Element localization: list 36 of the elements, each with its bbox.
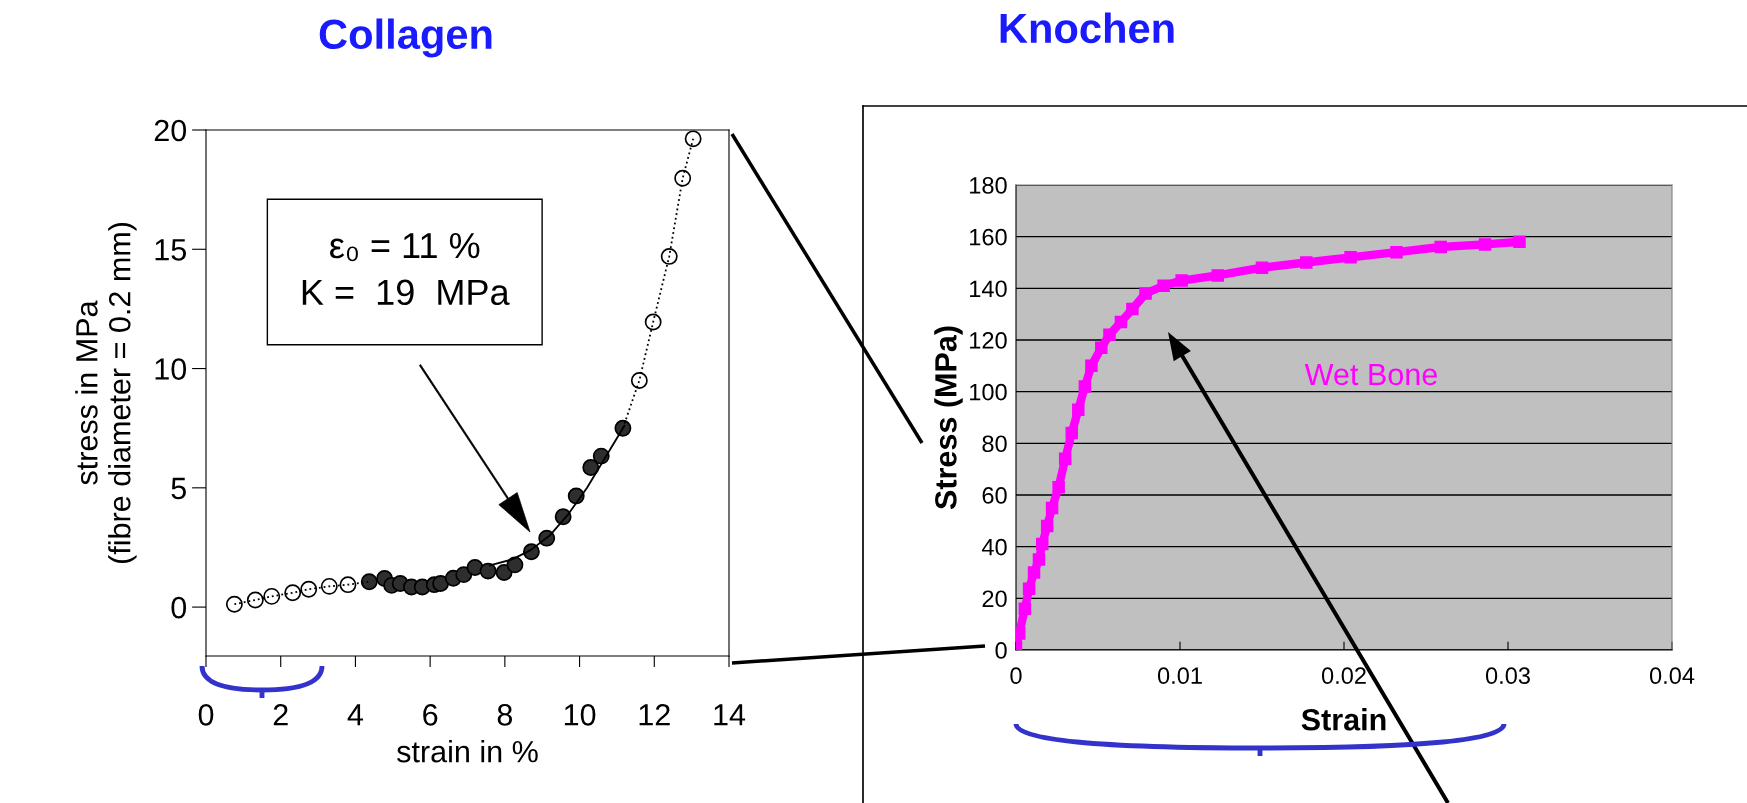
chart-title: Knochen (1000, 12, 1174, 44)
y-axis-title: stress in MPa (fibre diameter = 0.2 mm) (75, 222, 137, 564)
x-tick-label: 0.03 (1485, 667, 1530, 685)
x-tick-label: 14 (714, 704, 746, 726)
y-tick-label: 0 (171, 596, 187, 619)
y-axis-title: Stress (MPa) (934, 326, 963, 510)
y-tick-label: 100 (970, 383, 1007, 401)
x-tick-label: 0 (198, 704, 214, 726)
x-tick-label: 8 (497, 704, 513, 726)
annotation: ε₀ = 11 % K = 19 MPa (302, 232, 510, 306)
x-tick-label: 6 (423, 704, 438, 726)
y-tick-label: 140 (970, 280, 1007, 298)
x-tick-label: 0 (1010, 667, 1022, 685)
y-tick-label: 20 (154, 119, 187, 142)
x-axis-title: Strain (1301, 708, 1386, 731)
y-tick-label: 10 (155, 358, 187, 380)
x-tick-label: 10 (564, 704, 596, 726)
y-tick-label: 60 (982, 487, 1007, 504)
x-tick-label: 2 (273, 704, 288, 726)
x-tick-label: 0.01 (1157, 667, 1202, 685)
chart-title: Collagen (319, 18, 492, 58)
y-tick-label: 80 (982, 435, 1007, 453)
x-tick-label: 4 (347, 704, 364, 726)
y-tick-label: 20 (982, 590, 1007, 608)
y-tick-label: 40 (981, 538, 1007, 556)
text: Wet Bone (1304, 363, 1437, 386)
y-tick-label: 15 (155, 239, 186, 261)
y-tick-label: 180 (970, 177, 1007, 194)
x-tick-label: 0.02 (1321, 667, 1366, 685)
x-axis-title: strain in % (397, 740, 538, 763)
y-tick-label: 160 (970, 228, 1007, 246)
y-tick-label: 120 (970, 332, 1007, 349)
x-tick-label: 0.04 (1649, 667, 1695, 685)
y-tick-label: 5 (171, 477, 186, 500)
y-tick-label: 0 (995, 642, 1007, 659)
x-tick-label: 12 (639, 704, 670, 726)
